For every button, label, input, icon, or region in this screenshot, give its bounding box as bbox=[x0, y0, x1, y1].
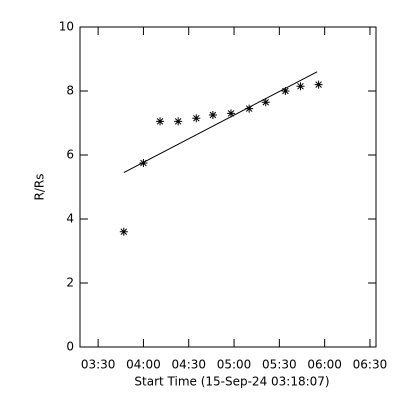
x-tick-label: 05:00 bbox=[217, 358, 252, 372]
data-point bbox=[281, 87, 290, 95]
x-tick-label: 06:30 bbox=[353, 358, 388, 372]
x-axis-label: Start Time (15-Sep-24 03:18:07) bbox=[134, 375, 329, 389]
y-axis-label: R/Rs bbox=[33, 174, 47, 201]
x-tick-label: 04:00 bbox=[126, 358, 161, 372]
y-tick-label: 4 bbox=[66, 212, 74, 226]
x-tick-label: 06:00 bbox=[307, 358, 342, 372]
data-point bbox=[227, 109, 236, 118]
data-point bbox=[261, 98, 270, 107]
data-point bbox=[314, 80, 323, 89]
data-point bbox=[139, 159, 148, 167]
x-tick-label: 05:30 bbox=[262, 358, 297, 372]
y-tick-label: 10 bbox=[59, 20, 74, 34]
x-tick-label: 03:30 bbox=[81, 358, 116, 372]
y-tick-label: 8 bbox=[66, 84, 74, 98]
data-point bbox=[208, 111, 217, 119]
y-tick-label: 6 bbox=[66, 148, 74, 162]
data-point bbox=[296, 82, 305, 91]
x-tick-label: 04:30 bbox=[171, 358, 206, 372]
data-point bbox=[119, 227, 128, 236]
y-tick-label: 0 bbox=[66, 340, 74, 354]
data-point bbox=[174, 117, 183, 126]
data-point bbox=[192, 114, 201, 123]
plot-frame bbox=[79, 26, 377, 348]
data-point bbox=[156, 117, 165, 126]
data-point bbox=[245, 104, 254, 113]
fit-line bbox=[123, 71, 318, 174]
y-tick-label: 2 bbox=[66, 276, 74, 290]
